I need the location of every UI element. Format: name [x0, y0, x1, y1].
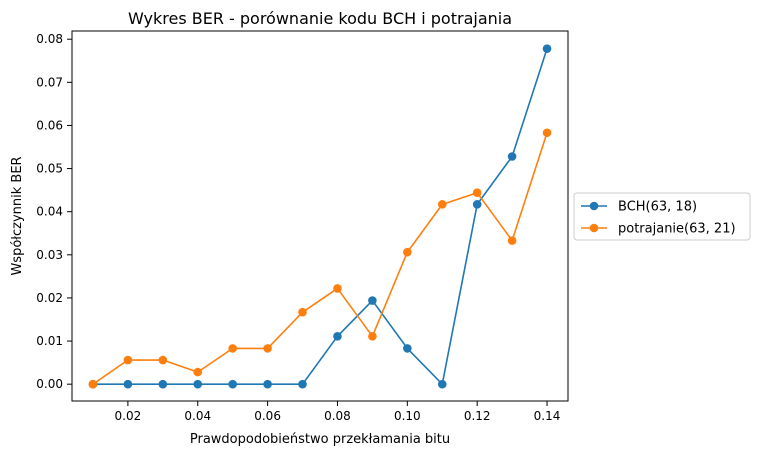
series-layer — [88, 44, 552, 389]
y-tick-label: 0.01 — [36, 334, 63, 348]
y-tick-label: 0.08 — [36, 32, 63, 46]
data-point — [158, 379, 168, 389]
y-tick-label: 0.02 — [36, 291, 63, 305]
x-tick-label: 0.06 — [254, 409, 281, 423]
series-line — [92, 48, 548, 385]
data-point — [437, 200, 447, 209]
plot-frame — [71, 30, 569, 402]
chart-title: Wykres BER - porównanie kodu BCH i potra… — [128, 9, 512, 28]
data-point — [472, 188, 482, 198]
y-tick-label: 0.00 — [36, 377, 63, 391]
data-point — [333, 284, 342, 293]
x-axis: 0.02 0.04 0.06 0.08 0.10 0.12 0.14 — [115, 401, 561, 423]
data-point — [507, 236, 517, 245]
legend-marker — [589, 201, 599, 211]
data-point — [403, 344, 412, 353]
data-point — [368, 332, 377, 341]
y-axis: 0.00 0.01 0.02 0.03 0.04 0.05 0.06 0.07 0.08 — [36, 32, 72, 391]
data-point — [298, 307, 307, 317]
data-point — [88, 379, 98, 389]
data-point — [542, 44, 552, 53]
y-tick-label: 0.06 — [36, 118, 63, 132]
y-tick-label: 0.03 — [36, 248, 63, 262]
legend-label: BCH(63, 18) — [618, 200, 697, 215]
legend: BCH(63, 18) potrajanie(63, 21) — [573, 192, 751, 241]
legend-marker — [589, 223, 599, 233]
x-axis-label: Prawdopodobieństwo przekłamania bitu — [190, 432, 450, 447]
y-tick-label: 0.07 — [36, 75, 63, 89]
data-point — [368, 296, 377, 305]
legend-box — [573, 192, 751, 241]
data-point — [333, 332, 342, 341]
y-axis-label: Współczynnik BER — [10, 156, 25, 275]
series-potrajanie — [88, 128, 552, 389]
data-point — [193, 379, 203, 389]
data-point — [228, 379, 237, 389]
series-bch — [88, 44, 552, 389]
data-point — [263, 379, 272, 389]
series-line — [92, 132, 548, 385]
data-point — [542, 128, 552, 138]
legend-label: potrajanie(63, 21) — [618, 222, 736, 237]
data-point — [403, 247, 412, 257]
x-tick-label: 0.10 — [394, 409, 421, 423]
legend-item: potrajanie(63, 21) — [581, 222, 736, 237]
data-point — [158, 355, 168, 365]
data-point — [472, 200, 482, 209]
data-point — [228, 344, 237, 353]
data-point — [437, 379, 447, 389]
x-tick-label: 0.02 — [115, 409, 142, 423]
data-point — [193, 367, 203, 377]
data-point — [298, 379, 307, 389]
data-point — [123, 355, 133, 365]
data-point — [123, 379, 133, 389]
y-tick-label: 0.05 — [36, 162, 63, 176]
y-tick-label: 0.04 — [36, 205, 63, 219]
legend-item: BCH(63, 18) — [581, 200, 697, 215]
x-tick-label: 0.08 — [324, 409, 351, 423]
x-tick-label: 0.12 — [464, 409, 491, 423]
data-point — [263, 344, 272, 353]
x-tick-label: 0.14 — [534, 409, 561, 423]
plot-area — [71, 30, 569, 402]
x-tick-label: 0.04 — [184, 409, 211, 423]
data-point — [507, 152, 517, 161]
